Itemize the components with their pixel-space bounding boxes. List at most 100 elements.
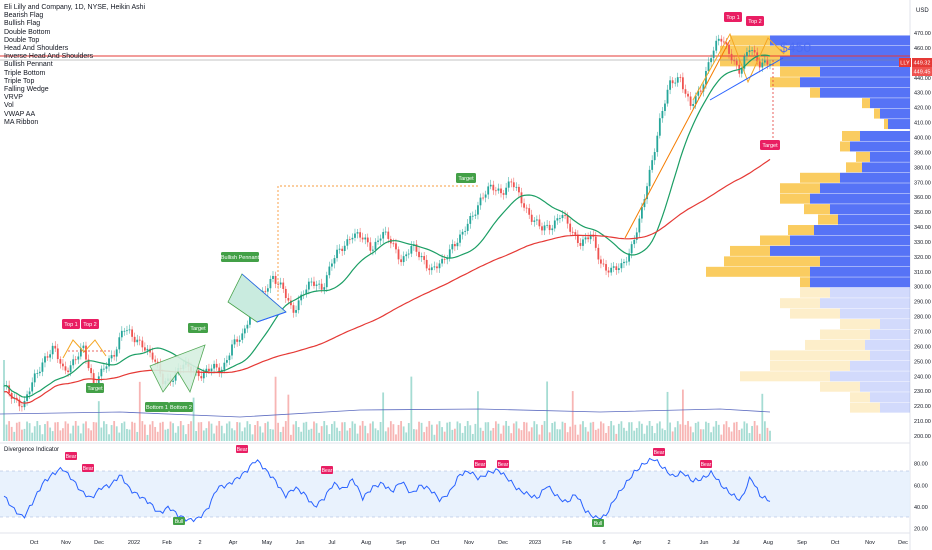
indicator-item[interactable]: MA Ribbon bbox=[4, 118, 39, 126]
vp-bar-down bbox=[840, 172, 910, 183]
candle-body bbox=[395, 243, 397, 250]
indicator-item[interactable]: Head And Shoulders bbox=[4, 45, 69, 53]
indicator-item[interactable]: Vol bbox=[4, 102, 14, 110]
indicator-item[interactable]: Bearish Flag bbox=[4, 12, 44, 20]
divergence-bear-badge bbox=[65, 452, 77, 460]
candle-body bbox=[553, 220, 556, 229]
label-bullish-pennant: Bullish Pennant bbox=[221, 255, 260, 261]
vp-bar-up bbox=[818, 214, 838, 225]
indicator-item[interactable]: VRVP bbox=[4, 94, 23, 102]
volume-bar bbox=[177, 426, 180, 441]
volume-bar bbox=[190, 421, 192, 441]
vp-bar-down bbox=[870, 151, 910, 162]
indicator-item[interactable]: Double Bottom bbox=[4, 28, 51, 36]
double-top-right bbox=[624, 32, 785, 239]
volume-bar bbox=[469, 425, 472, 441]
y-tick-label: 220.00 bbox=[914, 404, 931, 410]
volume-bar bbox=[484, 422, 487, 441]
volume-bar bbox=[59, 430, 62, 441]
candle-body bbox=[766, 60, 769, 65]
x-tick-label: Sep bbox=[396, 540, 406, 546]
volume-bar bbox=[313, 421, 315, 441]
x-tick-label: 2022 bbox=[128, 540, 140, 546]
volume-bar bbox=[161, 421, 164, 441]
indicator-item[interactable]: Double Top bbox=[4, 36, 40, 44]
volume-bar bbox=[49, 427, 52, 441]
volume-bar bbox=[443, 431, 446, 441]
indicator-item[interactable]: Triple Top bbox=[4, 77, 35, 85]
vp-bar-up bbox=[810, 87, 820, 98]
candle-body bbox=[343, 245, 346, 252]
divergence-bear-label: Bear bbox=[475, 462, 486, 468]
volume-bar bbox=[87, 428, 90, 441]
divergence-bear-badge bbox=[700, 460, 712, 468]
volume-bar bbox=[753, 421, 756, 441]
volume-bar bbox=[315, 423, 318, 441]
volume-bar bbox=[500, 433, 502, 441]
volume-bar bbox=[656, 423, 659, 441]
volume-bar bbox=[225, 423, 228, 441]
candle-body bbox=[202, 372, 205, 379]
candle-body bbox=[295, 310, 297, 313]
divergence-bear-label: Bear bbox=[66, 454, 77, 460]
volume-bar bbox=[192, 397, 195, 441]
candle-body bbox=[687, 93, 689, 97]
annotations: Top 1 Top 2 Target Bottom 1 Bottom 2 Tar… bbox=[62, 12, 780, 412]
vp-bar-up bbox=[740, 371, 830, 382]
price-tag-1: 449.32 bbox=[914, 61, 931, 67]
candle-body bbox=[502, 193, 505, 195]
candle-body bbox=[482, 197, 484, 199]
volume-bar bbox=[423, 432, 426, 441]
candle-body bbox=[533, 220, 536, 222]
x-tick-label: Sep bbox=[797, 540, 807, 546]
candle-body bbox=[715, 40, 718, 51]
volume-bar bbox=[266, 421, 269, 441]
volume-bar bbox=[715, 421, 718, 441]
volume-bar bbox=[553, 421, 556, 441]
volume-bar bbox=[151, 421, 154, 441]
candle-body bbox=[59, 359, 62, 364]
volume-bars bbox=[3, 360, 771, 441]
volume-bar bbox=[605, 432, 607, 441]
indicator-item[interactable]: Bullish Flag bbox=[4, 20, 41, 28]
volume-bar bbox=[333, 421, 336, 441]
volume-bar bbox=[446, 422, 449, 441]
indicator-item[interactable]: Falling Wedge bbox=[4, 86, 49, 94]
volume-bar bbox=[559, 429, 561, 441]
volume-bar bbox=[149, 424, 151, 441]
volume-bar bbox=[512, 423, 515, 441]
volume-bar bbox=[530, 427, 533, 441]
divergence-bear-label: Bear bbox=[498, 462, 509, 468]
vp-bar-up bbox=[780, 298, 820, 309]
volume-bar bbox=[259, 426, 262, 441]
candle-body bbox=[333, 258, 336, 264]
candle-body bbox=[228, 355, 231, 361]
volume-bar bbox=[617, 423, 620, 441]
volume-bar bbox=[172, 423, 174, 441]
candle-body bbox=[231, 344, 233, 356]
candle-body bbox=[623, 261, 625, 264]
x-tick-label: 2 bbox=[667, 540, 670, 546]
volume-bar bbox=[400, 421, 402, 441]
candle-body bbox=[407, 253, 410, 255]
volume-bar bbox=[587, 431, 590, 441]
volume-bar bbox=[697, 421, 700, 441]
indicator-item[interactable]: Bullish Pennant bbox=[4, 61, 53, 69]
volume-bar bbox=[320, 426, 323, 441]
candle-body bbox=[272, 275, 274, 279]
indicator-item[interactable]: Inverse Head And Shoulders bbox=[4, 53, 94, 61]
vp-bar-down bbox=[880, 319, 910, 330]
indicator-item[interactable]: Triple Bottom bbox=[4, 69, 46, 77]
volume-bar bbox=[720, 434, 723, 441]
candle-body bbox=[728, 44, 730, 54]
volume-bar bbox=[328, 434, 331, 441]
candle-body bbox=[671, 80, 674, 84]
volume-bar bbox=[364, 425, 367, 441]
vp-bar-up bbox=[862, 98, 870, 109]
vp-bar-up bbox=[770, 350, 870, 361]
volume-bar bbox=[146, 434, 149, 441]
indicator-item[interactable]: VWAP AA bbox=[4, 110, 36, 118]
x-tick-label: May bbox=[262, 540, 273, 546]
vp-bar-down bbox=[780, 56, 910, 67]
candle-body bbox=[300, 294, 303, 301]
